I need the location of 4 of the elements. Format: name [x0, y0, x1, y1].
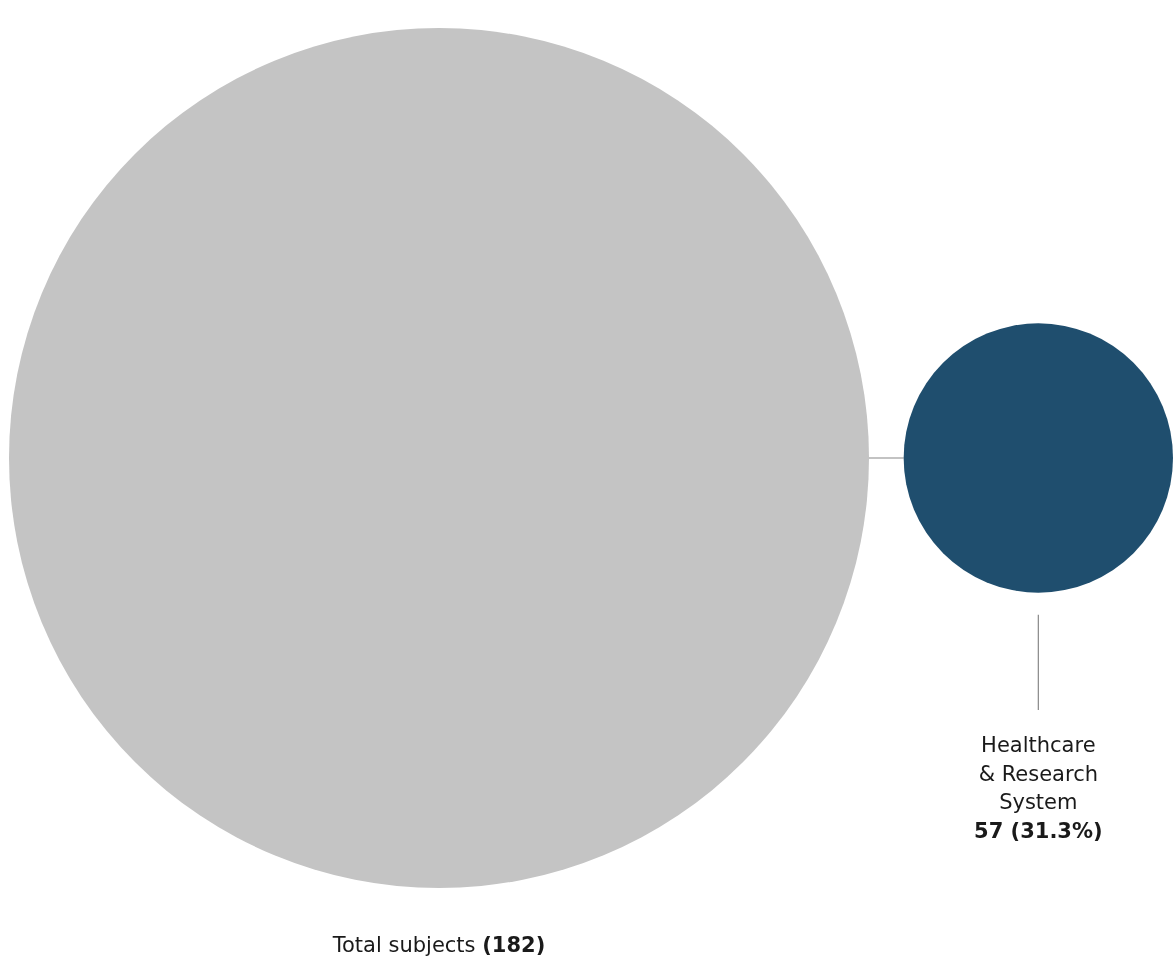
category-label: Healthcare & Research System: [978, 733, 1099, 814]
category-label: Total subjects: [331, 933, 483, 957]
data-label: (182): [482, 933, 546, 957]
data-label: 57 (31.3%): [974, 818, 1103, 843]
